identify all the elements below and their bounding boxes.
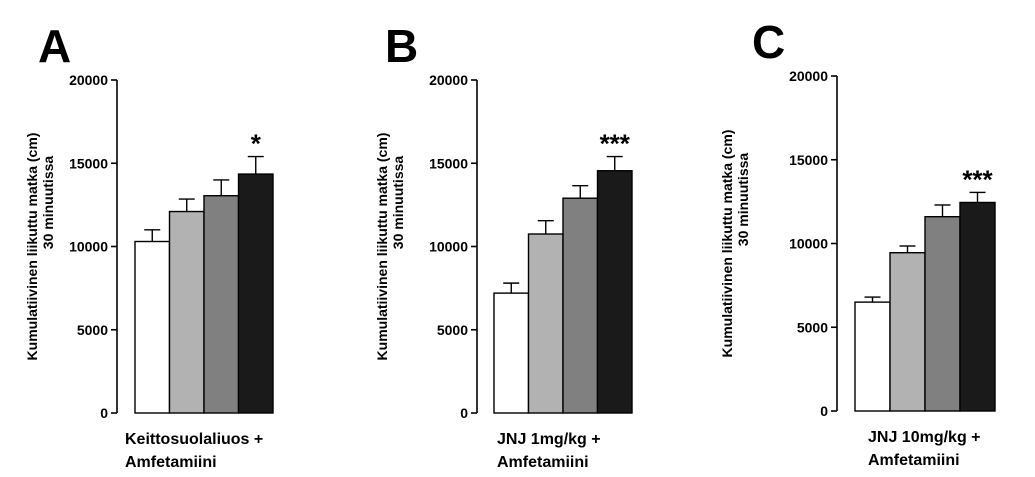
y-axis-label: Kumulatiivinen liikuttu matka (cm) bbox=[719, 130, 735, 358]
x-axis-label: JNJ 10mg/kg + bbox=[868, 429, 981, 446]
y-tick-label: 10000 bbox=[789, 236, 828, 252]
y-tick-label: 15000 bbox=[429, 155, 468, 171]
bar bbox=[959, 201, 996, 412]
y-tick-label: 15000 bbox=[789, 152, 828, 168]
y-tick-label: 20000 bbox=[429, 72, 468, 88]
y-tick-label: 0 bbox=[460, 405, 468, 421]
y-axis-label-line2: 30 minuutissa bbox=[735, 153, 751, 247]
y-axis-label-line2: 30 minuutissa bbox=[390, 156, 406, 250]
x-axis-label-line2: Amfetamiini bbox=[497, 454, 589, 471]
significance-mark: * bbox=[251, 129, 262, 159]
bar bbox=[562, 197, 599, 414]
bar bbox=[493, 292, 530, 414]
x-axis-label: JNJ 1mg/kg + bbox=[497, 431, 601, 448]
y-axis-label: Kumulatiivinen liikuttu matka (cm) bbox=[24, 133, 40, 361]
bar bbox=[596, 170, 633, 414]
y-tick-label: 20000 bbox=[69, 72, 108, 88]
bar bbox=[889, 252, 926, 412]
significance-mark: *** bbox=[962, 164, 993, 194]
bar bbox=[203, 195, 240, 414]
panel-letter: B bbox=[385, 20, 418, 72]
panel-letter: C bbox=[752, 16, 785, 68]
panel-a: A 0 5000 10000 15000 20000 Kumulatiivinen liik… bbox=[24, 20, 274, 471]
y-tick-label: 5000 bbox=[437, 322, 468, 338]
bar bbox=[168, 210, 205, 414]
bar bbox=[527, 233, 564, 414]
y-tick-label: 0 bbox=[820, 403, 828, 419]
bar bbox=[854, 301, 891, 412]
panel-c: C 0 5000 10000 15000 20000 Kumulatiivinen liik… bbox=[719, 16, 996, 469]
bar bbox=[134, 240, 171, 414]
y-tick-label: 5000 bbox=[797, 319, 828, 335]
panel-b: B 0 5000 10000 15000 20000 Kumulatiivinen liik… bbox=[374, 20, 633, 471]
y-tick-label: 20000 bbox=[789, 68, 828, 84]
y-tick-label: 15000 bbox=[69, 155, 108, 171]
y-tick-label: 0 bbox=[100, 405, 108, 421]
significance-mark: *** bbox=[600, 129, 631, 159]
panel-letter: A bbox=[38, 20, 71, 72]
y-tick-label: 10000 bbox=[429, 239, 468, 255]
y-tick-label: 5000 bbox=[77, 322, 108, 338]
bar bbox=[237, 173, 274, 414]
x-axis-label: Keittosuolaliuos + bbox=[125, 431, 263, 448]
y-tick-label: 10000 bbox=[69, 239, 108, 255]
y-axis-label: Kumulatiivinen liikuttu matka (cm) bbox=[374, 133, 390, 361]
y-axis-label-line2: 30 minuutissa bbox=[40, 156, 56, 250]
x-axis-label-line2: Amfetamiini bbox=[868, 452, 960, 469]
bar bbox=[924, 215, 961, 412]
x-axis-label-line2: Amfetamiini bbox=[125, 454, 217, 471]
